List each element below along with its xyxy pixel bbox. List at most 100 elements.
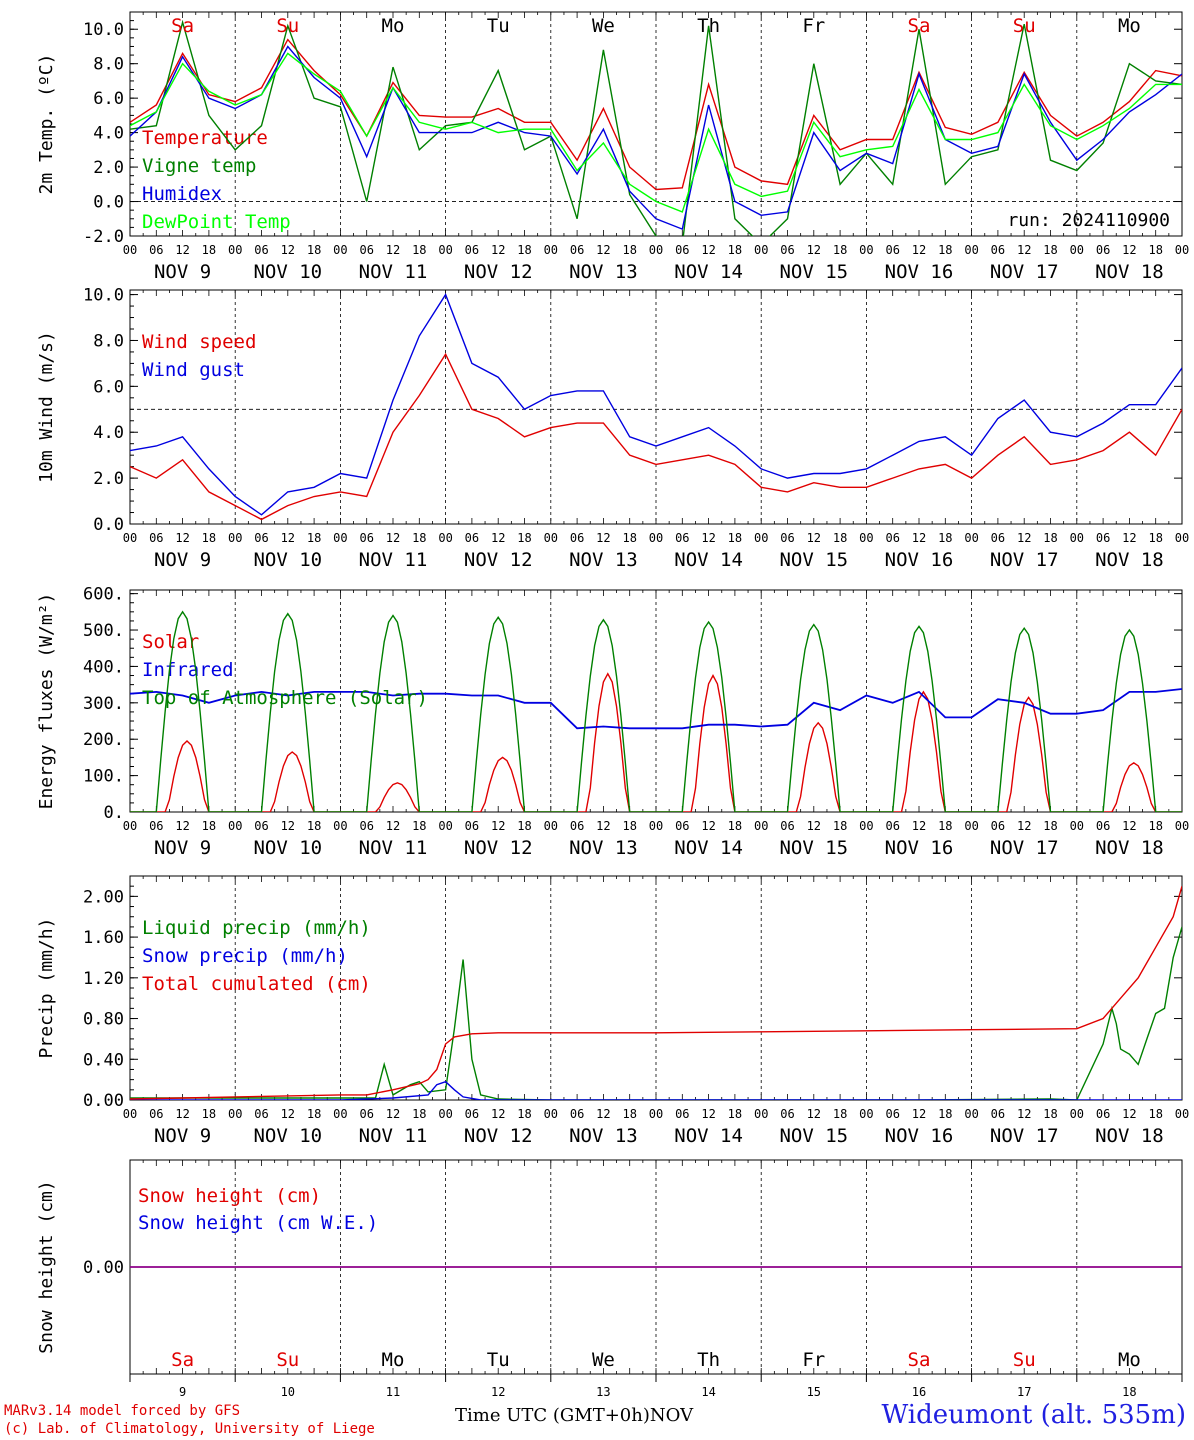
hour-tick-label: 06 [991, 819, 1005, 833]
hour-tick-label: 18 [1043, 819, 1057, 833]
day-label: NOV 13 [569, 837, 638, 859]
legend-entry: Humidex [142, 183, 222, 205]
hour-tick-label: 12 [807, 819, 821, 833]
panel-4: 0.00 0.40 0.80 1.20 1.60 2.00 Precip (mm/h) Liq… [36, 875, 1189, 1147]
day-label: NOV 16 [885, 549, 954, 571]
day-number-label: 11 [386, 1385, 400, 1399]
hour-tick-label: 00 [649, 819, 663, 833]
y-tick-label: 4.0 [93, 124, 124, 144]
legend-entry: Solar [142, 631, 199, 653]
hour-tick-label: 12 [701, 243, 715, 257]
y-axis-label: Precip (mm/h) [36, 918, 57, 1059]
hour-tick-label: 00 [544, 531, 558, 545]
hour-tick-label: 18 [517, 531, 531, 545]
hour-tick-label: 00 [438, 531, 452, 545]
hour-tick-label: 12 [1122, 819, 1136, 833]
hour-tick-label: 18 [1148, 531, 1162, 545]
hour-tick-label: 12 [701, 1107, 715, 1121]
hour-tick-label: 06 [991, 243, 1005, 257]
day-label: NOV 14 [674, 837, 743, 859]
hour-tick-label: 18 [622, 819, 636, 833]
day-label: NOV 14 [674, 261, 743, 283]
weekday-label: Tu [487, 1349, 510, 1371]
hour-tick-label: 18 [202, 243, 216, 257]
hour-tick-label: 06 [675, 243, 689, 257]
legend-entry: Total cumulated (cm) [142, 973, 371, 995]
day-label: NOV 11 [359, 549, 428, 571]
hour-tick-label: 12 [1017, 819, 1031, 833]
hour-tick-label: 00 [754, 243, 768, 257]
hour-tick-label: 00 [228, 531, 242, 545]
y-tick-label: 0.0 [93, 193, 124, 213]
hour-tick-label: 18 [307, 243, 321, 257]
y-tick-label: 2.0 [93, 469, 124, 489]
hour-tick-label: 00 [649, 1107, 663, 1121]
hour-tick-label: 06 [465, 1107, 479, 1121]
day-label: NOV 13 [569, 261, 638, 283]
hour-tick-label: 00 [649, 531, 663, 545]
hour-tick-label: 18 [1148, 243, 1162, 257]
day-label: NOV 12 [464, 837, 533, 859]
hour-tick-label: 12 [701, 819, 715, 833]
hour-tick-label: 06 [570, 531, 584, 545]
hour-tick-label: 18 [412, 819, 426, 833]
weekday-label: Su [276, 1349, 299, 1371]
hour-tick-label: 00 [1175, 1107, 1189, 1121]
legend-entry: Temperature [142, 127, 268, 149]
hour-tick-label: 06 [1096, 819, 1110, 833]
y-axis-label: Energy fluxes (W/m²) [36, 593, 57, 810]
series-line-top-of-atmosphere-solar- [130, 610, 1182, 812]
hour-tick-label: 12 [281, 243, 295, 257]
y-tick-label: 0.00 [83, 1258, 124, 1278]
hour-tick-label: 18 [622, 243, 636, 257]
hour-tick-label: 12 [175, 243, 189, 257]
y-tick-label: 0.00 [83, 1091, 124, 1111]
day-number-label: 9 [179, 1385, 186, 1399]
y-tick-label: 1.20 [83, 969, 124, 989]
weekday-label: Su [1013, 15, 1036, 37]
hour-tick-label: 06 [254, 243, 268, 257]
hour-tick-label: 00 [438, 819, 452, 833]
hour-tick-label: 06 [570, 1107, 584, 1121]
day-label: NOV 15 [779, 261, 848, 283]
panel-2: 0.0 2.0 4.0 6.0 8.0 10.0 10m Wind (m/s) Wind sp… [36, 286, 1189, 571]
day-label: NOV 18 [1095, 1125, 1164, 1147]
hour-tick-label: 12 [701, 531, 715, 545]
day-label: NOV 14 [674, 549, 743, 571]
hour-tick-label: 18 [728, 531, 742, 545]
hour-tick-label: 12 [386, 1107, 400, 1121]
weekday-label: We [592, 15, 615, 37]
weekday-label: Tu [487, 15, 510, 37]
hour-tick-label: 06 [254, 1107, 268, 1121]
legend-entry: Top of Atmosphere (Solar) [142, 687, 428, 709]
weekday-label: Mo [382, 15, 405, 37]
hour-tick-label: 00 [544, 243, 558, 257]
weekday-label: Fr [802, 1349, 825, 1371]
hour-tick-label: 00 [228, 1107, 242, 1121]
hour-tick-label: 06 [675, 819, 689, 833]
hour-tick-label: 12 [596, 531, 610, 545]
hour-tick-label: 18 [517, 1107, 531, 1121]
hour-tick-label: 18 [728, 819, 742, 833]
day-label: NOV 10 [253, 837, 322, 859]
hour-tick-label: 06 [254, 819, 268, 833]
hour-tick-label: 06 [149, 243, 163, 257]
legend-entry: Vigne temp [142, 155, 256, 177]
hour-tick-label: 18 [202, 819, 216, 833]
hour-tick-label: 00 [649, 243, 663, 257]
hour-tick-label: 12 [1017, 1107, 1031, 1121]
hour-tick-label: 06 [991, 1107, 1005, 1121]
day-label: NOV 11 [359, 1125, 428, 1147]
hour-tick-label: 18 [307, 819, 321, 833]
y-tick-label: 6.0 [93, 89, 124, 109]
hour-tick-label: 18 [833, 819, 847, 833]
y-tick-label: 0.80 [83, 1010, 124, 1030]
hour-tick-label: 12 [807, 243, 821, 257]
day-number-label: 15 [807, 1385, 821, 1399]
hour-tick-label: 12 [912, 819, 926, 833]
hour-tick-label: 06 [885, 1107, 899, 1121]
hour-tick-label: 18 [1043, 531, 1057, 545]
y-tick-label: 500. [83, 621, 124, 641]
hour-tick-label: 00 [754, 819, 768, 833]
hour-tick-label: 12 [281, 531, 295, 545]
